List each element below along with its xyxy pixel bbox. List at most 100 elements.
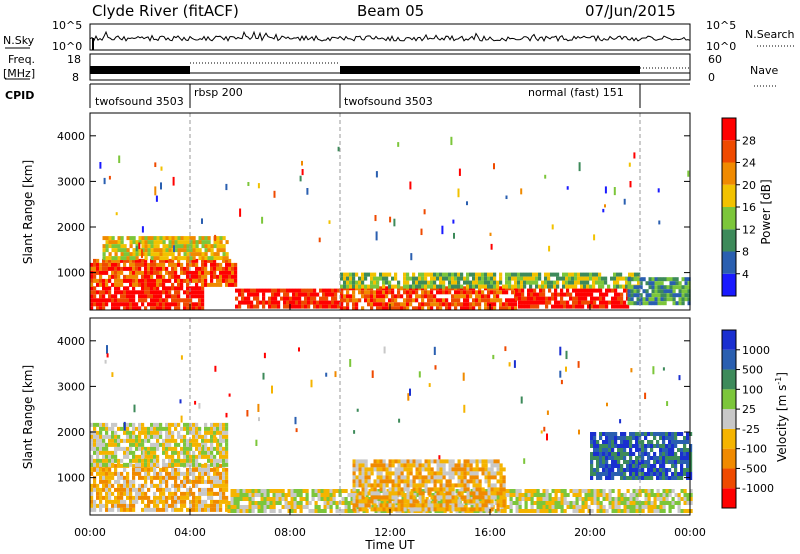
heatmap-cell [293, 497, 297, 501]
heatmap-cell [156, 278, 160, 283]
heatmap-cell [542, 300, 546, 305]
scatter-echo [172, 176, 175, 186]
heatmap-cell [260, 489, 264, 493]
heatmap-cell [216, 248, 220, 253]
heatmap-cell [230, 501, 234, 505]
heatmap-cell [451, 483, 455, 488]
scatter-echo [630, 368, 633, 373]
heatmap-cell [373, 479, 377, 484]
colorbar-tick-label: 12 [742, 223, 756, 236]
heatmap-cell [180, 462, 184, 467]
heatmap-cell [409, 499, 413, 504]
heatmap-cell [596, 444, 600, 448]
heatmap-cell [614, 296, 618, 301]
heatmap-cell [448, 507, 452, 512]
heatmap-cell [499, 290, 503, 295]
heatmap-cell [171, 256, 175, 261]
heatmap-cell [322, 304, 326, 309]
heatmap-cell [641, 448, 645, 452]
heatmap-cell [424, 463, 428, 468]
heatmap-cell [563, 300, 567, 305]
heatmap-cell [616, 280, 620, 285]
heatmap-cell [617, 501, 621, 505]
heatmap-cell [126, 503, 130, 508]
heatmap-cell [168, 426, 172, 431]
heatmap-cell [162, 244, 166, 249]
heatmap-cell [198, 467, 202, 472]
heatmap-cell [213, 467, 217, 472]
heatmap-cell [117, 446, 121, 451]
heatmap-cell [183, 491, 187, 496]
heatmap-cell [678, 289, 682, 294]
heatmap-cell [517, 272, 521, 277]
heatmap-cell [430, 459, 434, 464]
heatmap-cell [132, 294, 136, 299]
heatmap-cell [153, 422, 157, 427]
heatmap-cell [410, 489, 414, 493]
scatter-echo [194, 400, 197, 405]
heatmap-cell [186, 282, 190, 287]
heatmap-cell [436, 276, 440, 281]
heatmap-cell [433, 495, 437, 500]
heatmap-cell [171, 458, 175, 463]
heatmap-cell [665, 472, 669, 476]
heatmap-cell [451, 302, 455, 307]
heatmap-cell [391, 302, 395, 307]
heatmap-cell [430, 503, 434, 508]
heatmap-cell [298, 288, 302, 293]
heatmap-cell [195, 306, 199, 311]
heatmap-cell [204, 450, 208, 455]
heatmap-cell [355, 483, 359, 488]
heatmap-cell [123, 306, 127, 311]
heatmap-cell [156, 475, 160, 480]
heatmap-cell [268, 296, 272, 301]
heatmap-cell [299, 501, 303, 505]
heatmap-cell [239, 493, 243, 497]
heatmap-cell [120, 487, 124, 492]
heatmap-cell [684, 297, 688, 302]
heatmap-cell [278, 497, 282, 501]
heatmap-cell [198, 462, 202, 467]
heatmap-cell [114, 446, 118, 451]
heatmap-cell [364, 475, 368, 480]
heatmap-cell [590, 432, 594, 436]
heatmap-cell [364, 487, 368, 492]
heatmap-cell [370, 298, 374, 303]
heatmap-cell [602, 300, 606, 305]
heatmap-cell [150, 467, 154, 472]
heatmap-cell [186, 252, 190, 257]
heatmap-cell [159, 483, 163, 488]
colorbar-cell [722, 184, 736, 207]
nsky-tick-top: 10^5 [52, 19, 82, 32]
heatmap-cell [186, 262, 190, 267]
heatmap-cell [433, 499, 437, 504]
heatmap-cell [632, 476, 636, 480]
heatmap-cell [135, 266, 139, 271]
heatmap-cell [147, 454, 151, 459]
heatmap-cell [376, 459, 380, 464]
heatmap-cell [189, 430, 193, 435]
heatmap-cell [150, 256, 154, 261]
heatmap-cell [427, 479, 431, 484]
heatmap-cell [382, 495, 386, 500]
heatmap-cell [448, 495, 452, 500]
heatmap-cell [677, 505, 681, 509]
heatmap-cell [565, 280, 569, 285]
heatmap-cell [141, 286, 145, 291]
heatmap-cell [350, 493, 354, 497]
scatter-echo [173, 245, 175, 253]
heatmap-cell [323, 497, 327, 501]
heatmap-cell [138, 236, 142, 241]
cpid-seg-3: twofsound 3503 [344, 95, 433, 108]
heatmap-cell [349, 280, 353, 285]
heatmap-cell [340, 294, 344, 299]
heatmap-cell [93, 430, 97, 435]
heatmap-cell [551, 296, 555, 301]
heatmap-cell [141, 262, 145, 267]
heatmap-cell [593, 468, 597, 472]
heatmap-cell [192, 491, 196, 496]
heatmap-cell [162, 507, 166, 512]
heatmap-cell [230, 489, 234, 493]
heatmap-cell [651, 277, 655, 282]
heatmap-cell [680, 472, 684, 476]
